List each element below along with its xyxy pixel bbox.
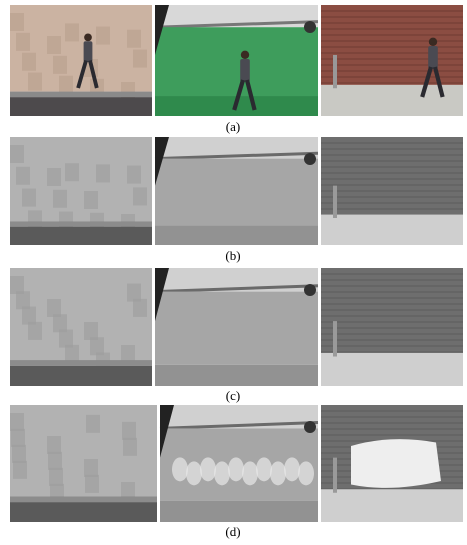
ghost-artifact [200, 457, 216, 481]
lamp [304, 284, 316, 296]
wall-tile [85, 475, 99, 493]
studio-floor [155, 226, 318, 245]
row-label: (c) [226, 388, 240, 403]
wall-tile [65, 23, 79, 41]
wall-tile [133, 50, 147, 68]
image-panel [10, 137, 152, 245]
wall-tile [59, 76, 73, 94]
person-body [240, 59, 250, 82]
walkway [10, 360, 152, 366]
wall-tile [53, 56, 67, 74]
row-label: (b) [225, 248, 240, 263]
wall-tile [84, 191, 98, 209]
backdrop [155, 159, 318, 226]
wall-tile [22, 189, 36, 207]
wall-tile [47, 168, 61, 186]
figure: (a) (b) (c) (d) [0, 0, 467, 545]
ghost-artifact [256, 457, 272, 481]
ghost-artifact [186, 461, 202, 485]
image-panel [321, 405, 463, 522]
studio-floor [155, 365, 318, 386]
floor [10, 97, 152, 116]
image-panel [321, 137, 463, 245]
lamp [304, 153, 316, 165]
wall-tile [122, 422, 136, 440]
person-head [84, 34, 92, 42]
image-panel [10, 405, 157, 522]
pipe [333, 458, 337, 493]
wall-tile [48, 452, 62, 470]
studio-floor [160, 501, 318, 522]
wall-tile [10, 13, 24, 31]
ghost-artifact [242, 461, 258, 485]
person-head [241, 51, 249, 59]
wall-tile [10, 413, 24, 431]
wall-tile [133, 299, 147, 317]
walkway [10, 221, 152, 226]
wall-tile [28, 73, 42, 91]
blob-artifact [351, 439, 441, 488]
wall-tile [28, 322, 42, 340]
wall-tile [127, 166, 141, 184]
floor [10, 227, 152, 245]
gravel [321, 215, 463, 245]
wall-tile [12, 445, 26, 463]
lamp [304, 421, 316, 433]
image-panel [155, 137, 318, 245]
person-head [429, 38, 437, 46]
ghost-artifact [214, 461, 230, 485]
person-body [84, 41, 93, 62]
wall-tile [16, 33, 30, 51]
wall-tile [127, 30, 141, 48]
ghost-artifact [228, 457, 244, 481]
image-panel [155, 268, 318, 386]
image-panel [160, 405, 318, 522]
ghost-artifact [270, 461, 286, 485]
image-panel [10, 5, 152, 116]
image-panel [321, 268, 463, 386]
wall-tile [16, 167, 30, 185]
wall-tile [53, 314, 67, 332]
gravel [321, 353, 463, 386]
wall-tile [96, 164, 110, 182]
wall-tile [13, 461, 27, 479]
wall-tile [16, 291, 30, 309]
image-panel [155, 5, 318, 116]
wall-tile [22, 53, 36, 71]
wall-tile [84, 459, 98, 477]
backdrop [155, 292, 318, 365]
wall-tile [10, 145, 24, 163]
wall-tile [11, 429, 25, 447]
wall-tile [65, 163, 79, 181]
ghost-artifact [172, 457, 188, 481]
pipe [333, 55, 337, 88]
row-label: (a) [226, 119, 240, 134]
pipe [333, 321, 337, 356]
floor [10, 366, 152, 386]
wall-tile [53, 190, 67, 208]
wall-tile [47, 436, 61, 454]
wall-tile [133, 187, 147, 205]
walkway [10, 496, 157, 502]
backdrop [155, 27, 318, 96]
image-panel [10, 268, 152, 386]
ghost-artifact [284, 457, 300, 481]
lamp [304, 21, 316, 33]
wall-tile [96, 27, 110, 45]
image-panel [321, 5, 463, 116]
ghost-artifact [298, 461, 314, 485]
row-label: (d) [225, 524, 240, 539]
gravel [321, 489, 463, 522]
walkway [10, 92, 152, 98]
pipe [333, 186, 337, 218]
wall-tile [123, 438, 137, 456]
floor [10, 502, 157, 522]
wall-tile [47, 36, 61, 54]
person-body [428, 46, 438, 69]
wall-tile [86, 415, 100, 433]
wall-tile [49, 468, 63, 486]
wall-tile [90, 337, 104, 355]
